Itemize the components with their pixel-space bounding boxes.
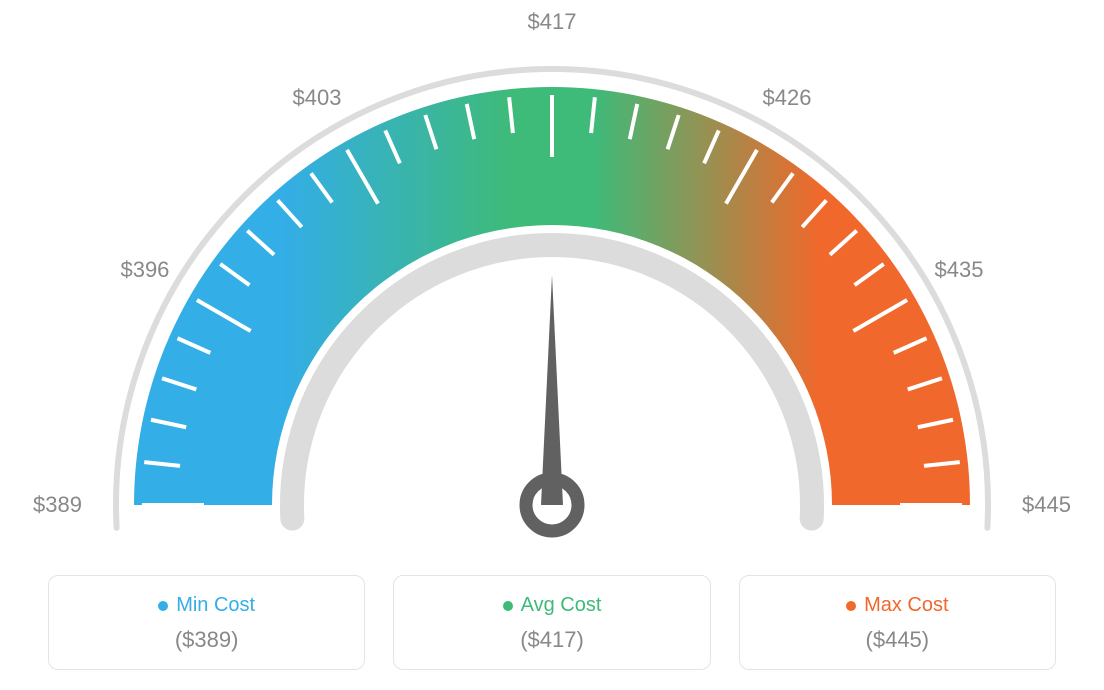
legend-dot-max	[846, 601, 856, 611]
legend-value-min: ($389)	[59, 627, 354, 653]
legend-dot-min	[158, 601, 168, 611]
legend-card-min: Min Cost ($389)	[48, 575, 365, 670]
chart-container: $389 $396 $403 $417 $426 $435 $445 Min Cost ($…	[0, 0, 1104, 690]
legend-title-avg: Avg Cost	[503, 594, 602, 617]
gauge-tick-label: $403	[293, 85, 342, 111]
gauge-tick-label: $389	[33, 492, 82, 518]
gauge-tick-label: $435	[935, 257, 984, 283]
gauge-tick-label: $445	[1022, 492, 1071, 518]
gauge-tick-label: $396	[120, 257, 169, 283]
legend-title-min: Min Cost	[158, 594, 255, 617]
legend-row: Min Cost ($389) Avg Cost ($417) Max Cost…	[48, 575, 1056, 670]
legend-card-avg: Avg Cost ($417)	[393, 575, 710, 670]
legend-card-max: Max Cost ($445)	[739, 575, 1056, 670]
legend-title-max: Max Cost	[846, 594, 948, 617]
legend-title-text-min: Min Cost	[176, 594, 255, 617]
gauge-chart: $389$396$403$417$426$435$445	[48, 0, 1056, 560]
legend-value-avg: ($417)	[404, 627, 699, 653]
gauge-tick-label: $426	[763, 85, 812, 111]
legend-dot-avg	[503, 601, 513, 611]
gauge-tick-label: $417	[528, 9, 577, 35]
legend-title-text-max: Max Cost	[864, 594, 948, 617]
legend-title-text-avg: Avg Cost	[521, 594, 602, 617]
legend-value-max: ($445)	[750, 627, 1045, 653]
gauge-svg	[48, 0, 1056, 560]
